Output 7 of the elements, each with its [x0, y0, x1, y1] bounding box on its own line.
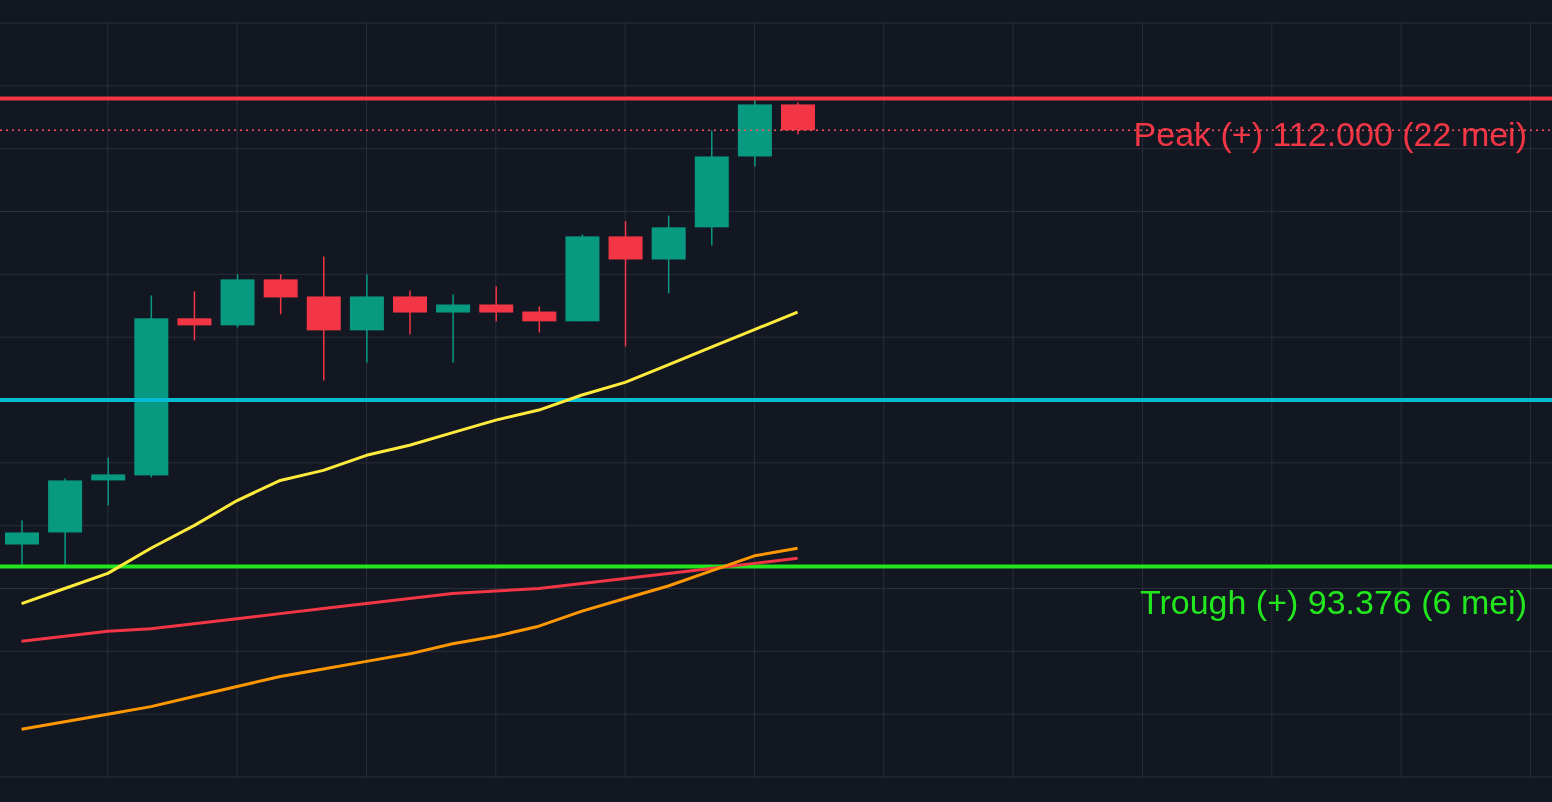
- ref-line-label: Peak (+) 112.000 (22 mei): [1133, 115, 1527, 154]
- candlestick: [306, 256, 341, 381]
- candlestick: [479, 286, 514, 322]
- candlestick: [5, 520, 39, 567]
- candlestick: [436, 294, 471, 363]
- ref-line-label: Trough (+) 93.376 (6 mei): [1139, 583, 1527, 622]
- candlestick: [91, 457, 126, 506]
